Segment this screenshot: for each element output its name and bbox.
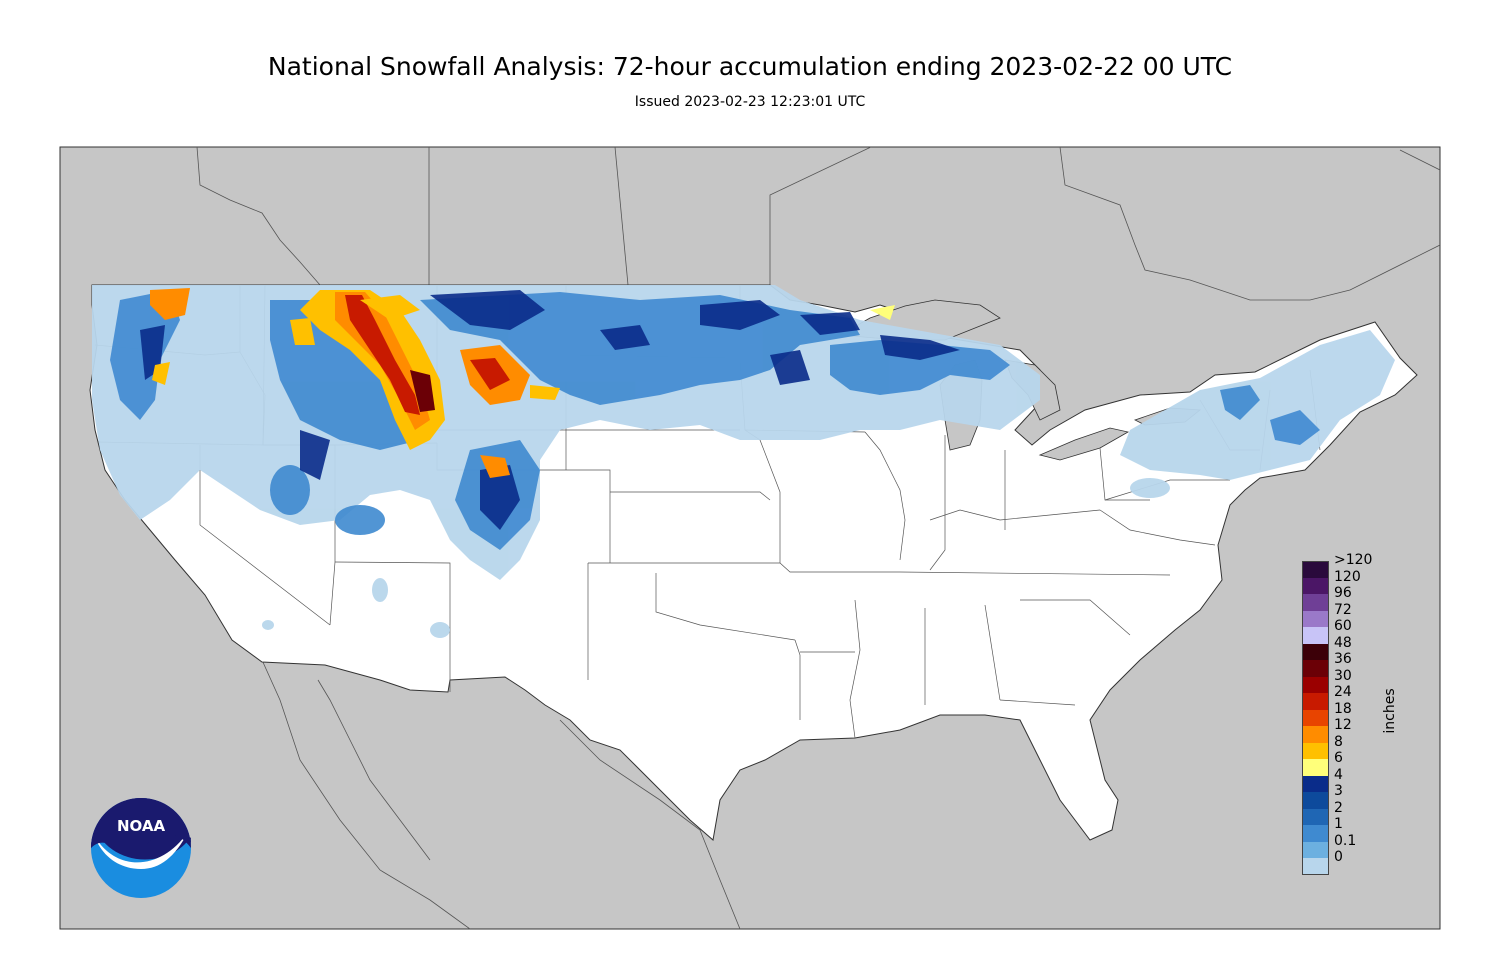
noaa-logo-text: NOAA bbox=[117, 817, 166, 835]
issued-timestamp: Issued 2023-02-23 12:23:01 UTC bbox=[634, 94, 866, 110]
legend-label: 96 bbox=[1334, 585, 1352, 601]
legend-label: 18 bbox=[1334, 700, 1352, 717]
legend-units: inches bbox=[1382, 688, 1398, 734]
legend-label: 12 bbox=[1334, 717, 1352, 733]
legend-label: 120 bbox=[1334, 568, 1361, 585]
legend-label: 48 bbox=[1334, 634, 1352, 651]
legend-entry: 48 bbox=[1302, 635, 1392, 661]
legend-label: 24 bbox=[1334, 684, 1352, 700]
legend-label: 72 bbox=[1334, 601, 1352, 618]
legend-entry: 72 bbox=[1302, 602, 1392, 628]
legend-frame bbox=[1302, 561, 1329, 875]
mexico-outline bbox=[261, 659, 741, 929]
legend-label: 6 bbox=[1334, 750, 1343, 766]
legend-label: 60 bbox=[1334, 618, 1352, 634]
legend-entry: >120 bbox=[1302, 552, 1392, 578]
snowfall-heavy bbox=[150, 288, 895, 478]
legend-label: 30 bbox=[1334, 667, 1352, 684]
legend-label: 3 bbox=[1334, 783, 1343, 799]
lake-erie bbox=[1038, 427, 1130, 461]
legend-label: 8 bbox=[1334, 733, 1343, 750]
legend-label: 0.1 bbox=[1334, 832, 1357, 849]
legend-label: 0 bbox=[1334, 849, 1343, 865]
legend-label: >120 bbox=[1334, 552, 1373, 568]
legend-entry: 120 bbox=[1302, 569, 1392, 595]
legend-entry: 18 bbox=[1302, 701, 1392, 727]
map-title: National Snowfall Analysis: 72-hour accu… bbox=[267, 52, 1233, 81]
legend-label: 2 bbox=[1334, 799, 1343, 816]
legend-label: 36 bbox=[1334, 651, 1352, 667]
noaa-logo: NOAA bbox=[91, 798, 191, 898]
canada-outline bbox=[196, 147, 1440, 301]
legend-label: 4 bbox=[1334, 766, 1343, 783]
legend-label: 1 bbox=[1334, 816, 1343, 832]
snowfall-dark bbox=[140, 290, 960, 530]
